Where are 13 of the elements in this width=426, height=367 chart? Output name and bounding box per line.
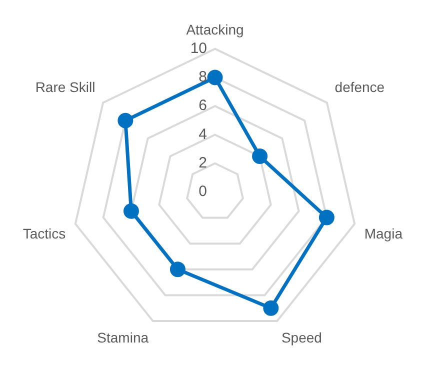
spoke-label: Stamina	[97, 329, 149, 346]
spoke-label: Speed	[281, 329, 322, 346]
spoke-label: defence	[334, 78, 385, 95]
y-tick-label: 6	[198, 97, 207, 114]
spoke-label: Magia	[364, 225, 403, 242]
y-tick-label: 4	[198, 126, 207, 143]
y-tick-label: 10	[190, 40, 207, 57]
y-tick-label: 8	[198, 68, 207, 86]
spoke-label: Attacking	[186, 21, 244, 38]
spoke-label: Rare Skill	[35, 78, 96, 95]
spoke-label: Tactics	[22, 225, 66, 242]
y-tick-label: 0	[198, 183, 207, 200]
y-tick-label: 2	[198, 154, 207, 172]
